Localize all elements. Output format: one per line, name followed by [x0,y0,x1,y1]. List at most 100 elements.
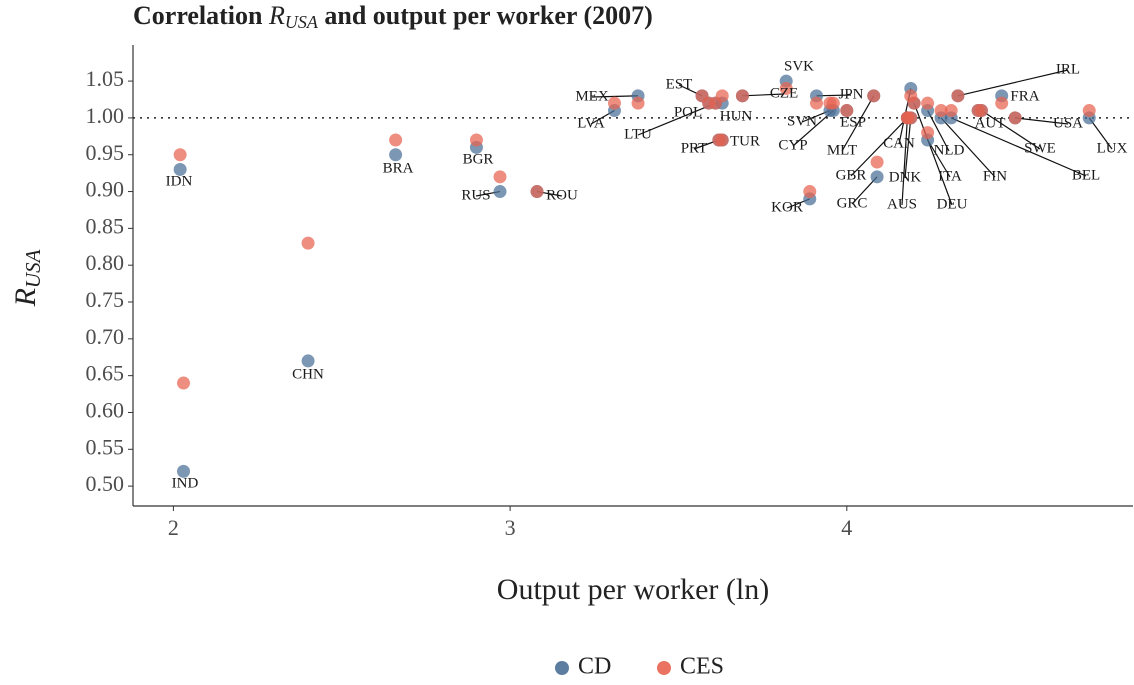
x-axis-label: Output per worker (ln) [497,573,769,606]
point [944,104,958,118]
point-label: CYP [778,137,807,153]
point [173,162,187,176]
title-text: and output per worker (2007) [318,1,653,30]
point-label: JPN [838,86,863,102]
point [907,96,921,110]
y-label-subscript: USA [21,249,45,288]
point-label: MEX [575,88,609,104]
leader-line [904,117,912,179]
point-label: LTU [624,126,652,142]
point-label: FIN [983,168,1007,184]
point [870,170,884,184]
y-tick-label: 0.75 [86,287,125,312]
point [803,185,817,199]
point [177,464,191,478]
point-label: SVN [787,113,817,129]
point-label: IND [172,475,199,491]
leader-line [927,139,951,178]
x-tick-label: 4 [841,515,852,540]
leader-line [591,95,639,98]
point-label: DEU [937,196,968,212]
y-tick-label: 0.90 [86,177,125,202]
point [934,104,948,118]
point [810,96,824,110]
point-label: BRA [383,160,414,176]
y-tick-label: 0.95 [86,140,125,165]
y-tick-label: 1.00 [86,103,125,128]
leader-line [901,117,909,206]
point-label: LUX [1097,140,1128,156]
point [1082,104,1096,118]
y-label-symbol: R [9,288,42,307]
title-symbol: R [268,1,285,30]
point-label: ITA [938,168,962,184]
leader-line [913,102,953,206]
point [921,126,935,140]
leader-line [927,110,950,152]
point [715,133,729,147]
point [389,133,403,147]
point [301,354,315,368]
leader-line [850,117,908,177]
point-label: HUN [720,108,753,124]
point [530,185,544,199]
legend-swatch [657,661,671,675]
point-label: GBR [836,167,867,183]
point [779,81,793,95]
y-axis-label: RUSA [9,249,45,307]
point [921,96,935,110]
point [735,89,749,103]
point [900,111,914,125]
legend-swatch [555,661,569,675]
y-tick-label: 1.05 [86,66,125,91]
point [301,236,315,250]
point-label: PRT [681,140,708,156]
y-tick-label: 0.55 [86,434,125,459]
point [870,155,884,169]
point [493,185,507,199]
x-tick-label: 3 [505,515,516,540]
y-tick-label: 0.50 [86,471,125,496]
point [951,89,965,103]
y-tick-label: 0.60 [86,398,125,423]
point [173,148,187,162]
point-label: SWE [1024,140,1056,156]
point-label: TUR [730,133,760,149]
point [607,96,621,110]
point [469,133,483,147]
point [493,170,507,184]
title-text: Correlation [133,1,269,30]
point-label: AUS [887,196,917,212]
point-label: SVK [784,58,814,74]
point [631,96,645,110]
point [177,376,191,390]
leader-line [792,110,834,147]
point [715,89,729,103]
point-label: BEL [1072,167,1100,183]
x-tick-label: 2 [168,515,179,540]
leader-line [841,95,875,152]
point-label: KOR [771,199,803,215]
point-label: MLT [827,142,857,158]
point-label: IDN [166,173,193,189]
legend-label: CES [680,654,724,680]
leader-line [940,117,996,178]
y-tick-label: 0.80 [86,250,125,275]
point-label: EST [666,76,693,92]
point [867,89,881,103]
point-label: USA [1053,115,1083,131]
y-tick-label: 0.85 [86,213,125,238]
leader-line [957,69,1069,97]
leader-line [637,102,716,136]
y-tick-label: 0.70 [86,324,125,349]
point-label: RUS [461,187,490,203]
point-label: CHN [292,366,324,382]
leader-line [981,110,1041,150]
point [974,104,988,118]
point [1008,111,1022,125]
point [840,104,854,118]
leader-line [742,93,785,97]
point [995,96,1009,110]
point-label: CZE [770,85,798,101]
